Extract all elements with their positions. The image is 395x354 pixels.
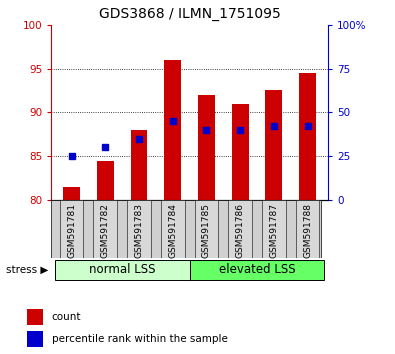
Text: GSM591781: GSM591781 bbox=[67, 203, 76, 258]
Bar bbox=[190, 259, 324, 280]
Text: percentile rank within the sample: percentile rank within the sample bbox=[52, 334, 228, 344]
Text: GSM591788: GSM591788 bbox=[303, 203, 312, 258]
Bar bbox=[232, 104, 248, 200]
Bar bbox=[27, 331, 43, 347]
Bar bbox=[131, 130, 147, 200]
Bar bbox=[60, 200, 83, 258]
Bar bbox=[198, 95, 215, 200]
Title: GDS3868 / ILMN_1751095: GDS3868 / ILMN_1751095 bbox=[99, 7, 280, 21]
Bar bbox=[164, 60, 181, 200]
Bar bbox=[94, 200, 117, 258]
Text: GSM591786: GSM591786 bbox=[236, 203, 245, 258]
Bar bbox=[97, 161, 114, 200]
Bar bbox=[127, 200, 151, 258]
Text: GSM591782: GSM591782 bbox=[101, 203, 110, 258]
Text: count: count bbox=[52, 312, 81, 322]
Bar bbox=[63, 187, 80, 200]
Text: normal LSS: normal LSS bbox=[89, 263, 155, 276]
Text: GSM591787: GSM591787 bbox=[269, 203, 278, 258]
Bar bbox=[299, 73, 316, 200]
Text: GSM591785: GSM591785 bbox=[202, 203, 211, 258]
Bar bbox=[262, 200, 286, 258]
Text: elevated LSS: elevated LSS bbox=[219, 263, 295, 276]
Bar bbox=[195, 200, 218, 258]
Bar bbox=[265, 91, 282, 200]
Text: stress ▶: stress ▶ bbox=[6, 264, 49, 274]
Bar bbox=[55, 259, 190, 280]
Bar bbox=[27, 309, 43, 325]
Bar bbox=[161, 200, 184, 258]
Bar bbox=[296, 200, 320, 258]
Bar bbox=[228, 200, 252, 258]
Text: GSM591783: GSM591783 bbox=[135, 203, 143, 258]
Text: GSM591784: GSM591784 bbox=[168, 203, 177, 258]
